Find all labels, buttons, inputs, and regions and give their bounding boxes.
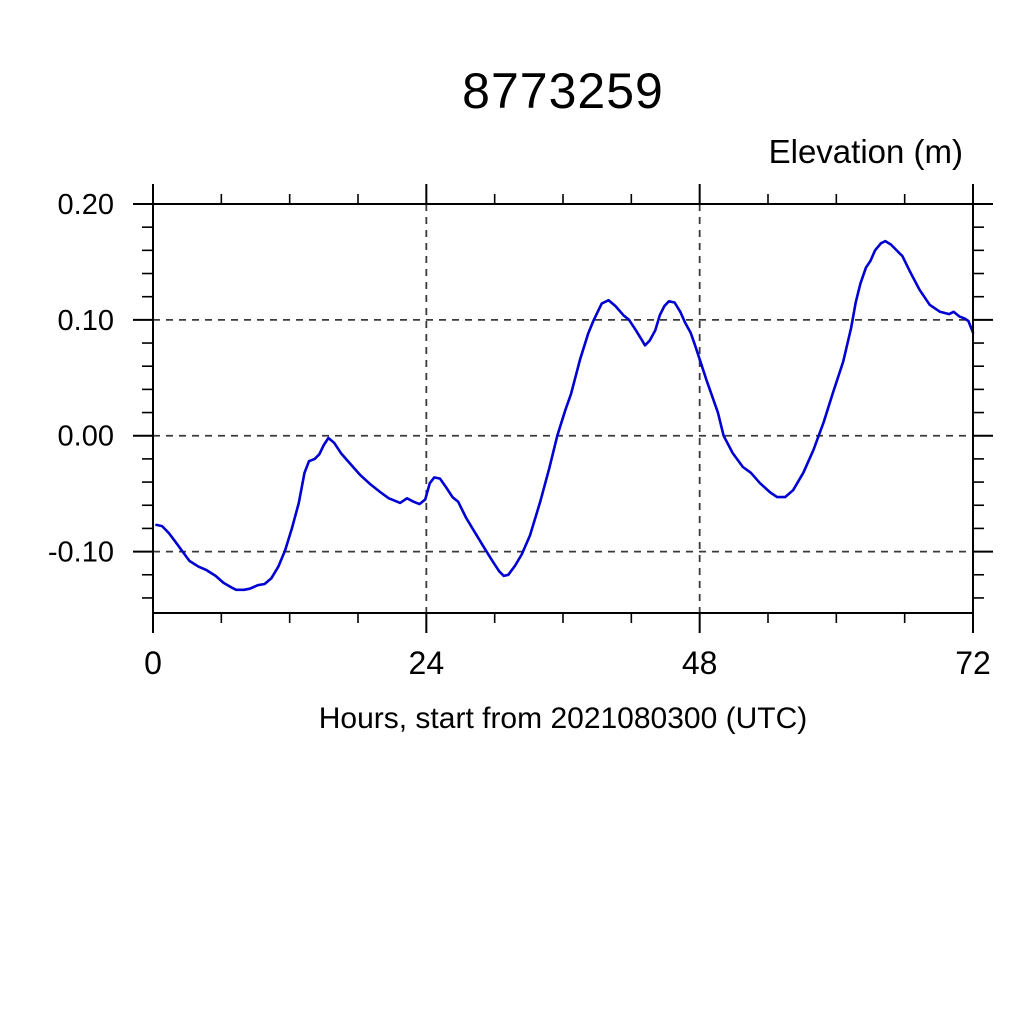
elevation-curve xyxy=(155,239,975,592)
y-tick-label-0.20: 0.20 xyxy=(58,189,114,221)
y-tick-label--0.10: -0.10 xyxy=(48,537,114,569)
chart-title: 8773259 xyxy=(462,63,664,119)
y-tick-label-0.00: 0.00 xyxy=(58,421,114,453)
x-axis-label: Hours, start from 2021080300 (UTC) xyxy=(318,702,808,735)
y-axis-unit-label: Elevation (m) xyxy=(768,133,963,170)
x-tick-label-0: 0 xyxy=(144,645,162,681)
x-tick-label-24: 24 xyxy=(409,645,445,681)
x-tick-label-72: 72 xyxy=(955,645,991,681)
x-tick-label-48: 48 xyxy=(682,645,718,681)
y-tick-label-0.10: 0.10 xyxy=(58,305,114,337)
